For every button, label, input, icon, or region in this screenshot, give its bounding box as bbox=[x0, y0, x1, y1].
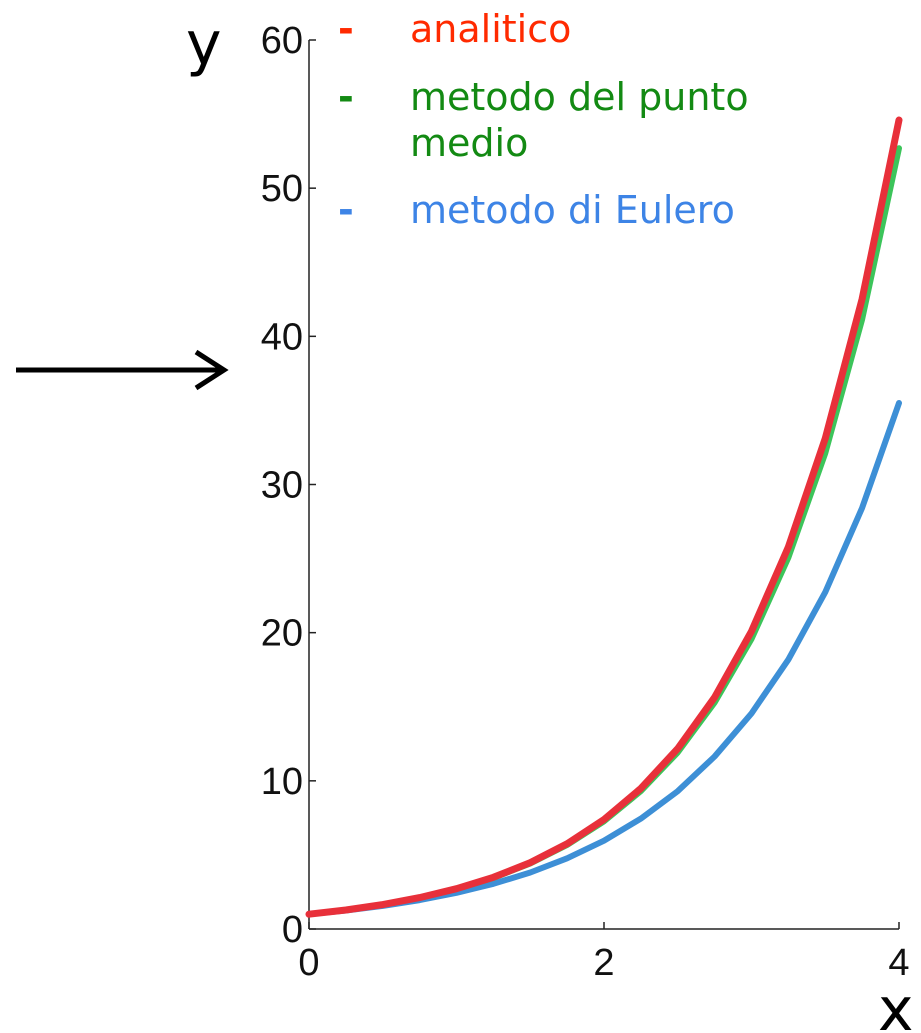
legend-label-eulero: metodo di Eulero bbox=[410, 188, 735, 232]
legend-marker-punto-medio: - bbox=[338, 75, 354, 119]
series-line-punto-medio bbox=[306, 145, 902, 918]
x-ticks: 0 2 4 bbox=[298, 922, 910, 984]
y-tick-label: 20 bbox=[261, 613, 303, 655]
legend-marker-analitico: - bbox=[338, 7, 354, 51]
arrow-head bbox=[194, 349, 229, 391]
y-tick-label: 50 bbox=[261, 168, 303, 210]
legend: - analitico - metodo del punto medio - m… bbox=[338, 7, 749, 232]
y-tick-label: 40 bbox=[261, 316, 303, 358]
legend-label-punto-medio: metodo del punto bbox=[410, 75, 749, 119]
arrow-annotation bbox=[16, 349, 229, 391]
y-tick-label: 10 bbox=[261, 761, 303, 803]
x-tick-label: 2 bbox=[593, 942, 614, 984]
y-tick-label: 0 bbox=[282, 909, 303, 951]
x-axis-label: x bbox=[878, 975, 914, 1033]
legend-marker-eulero: - bbox=[338, 188, 354, 232]
series-group bbox=[305, 116, 903, 918]
x-tick-label: 4 bbox=[888, 942, 909, 984]
y-axis-label: y bbox=[186, 9, 222, 79]
y-tick-label: 30 bbox=[261, 465, 303, 507]
legend-label-punto-medio-cont: medio bbox=[410, 121, 528, 165]
series-line-analitico bbox=[305, 116, 903, 918]
y-tick-label: 60 bbox=[261, 20, 303, 62]
y-ticks: 0 10 20 30 40 50 60 bbox=[261, 20, 316, 951]
legend-label-analitico: analitico bbox=[410, 7, 571, 51]
x-tick-label: 0 bbox=[298, 942, 319, 984]
